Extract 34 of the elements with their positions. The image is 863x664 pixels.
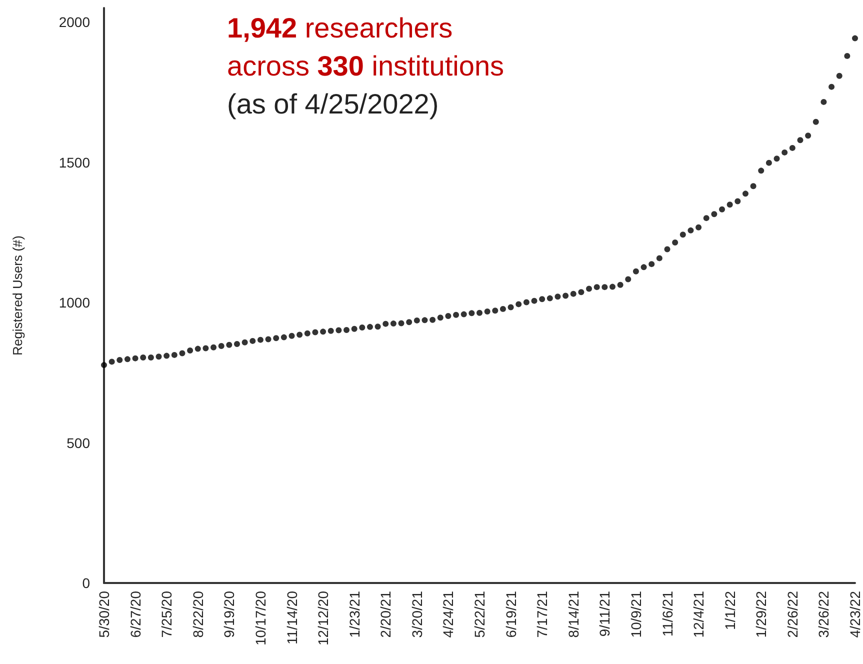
x-tick-label: 2/20/21 <box>378 590 394 638</box>
x-tick-label: 10/17/20 <box>252 590 268 646</box>
annotation: across 330 institutions <box>227 50 504 82</box>
x-tick-label: 4/23/22 <box>847 590 863 638</box>
x-tick-label: 1/1/22 <box>722 590 738 630</box>
annotation: 1,942 researchers <box>227 12 453 44</box>
annotation: (as of 4/25/2022) <box>227 88 439 120</box>
x-tick-label: 8/22/20 <box>190 590 206 638</box>
x-tick-label: 8/14/21 <box>565 590 582 638</box>
x-tick-label: 1/29/22 <box>753 590 770 638</box>
y-tick-label: 0 <box>82 575 90 591</box>
x-tick-label: 9/11/21 <box>596 590 613 637</box>
x-tick-label: 6/27/20 <box>127 590 144 638</box>
x-tick-label: 7/17/21 <box>534 590 550 638</box>
x-tick-label: 5/30/20 <box>96 590 112 638</box>
x-tick-label: 6/19/21 <box>502 590 519 638</box>
x-tick-label: 12/4/21 <box>690 590 707 638</box>
x-tick-label: 11/14/20 <box>284 590 300 644</box>
x-tick-label: 1/23/21 <box>346 590 362 638</box>
x-tick-label: 9/19/20 <box>221 590 238 638</box>
x-tick-label: 7/25/20 <box>158 590 175 638</box>
x-tick-label: 12/12/20 <box>315 590 332 646</box>
x-tick-label: 2/26/22 <box>784 590 800 638</box>
x-tick-label: 3/26/22 <box>816 590 832 638</box>
y-axis-title: Registered Users (#) <box>10 236 25 356</box>
x-tick-label: 3/20/21 <box>408 590 425 638</box>
y-tick-label: 1500 <box>58 154 90 170</box>
y-tick-label: 500 <box>66 434 90 451</box>
y-tick-label: 1000 <box>58 294 90 311</box>
y-tick-label: 2000 <box>58 14 90 30</box>
x-tick-label: 10/9/21 <box>628 590 644 638</box>
x-tick-label: 11/6/21 <box>659 590 676 637</box>
x-tick-label: 5/22/21 <box>472 590 488 638</box>
x-tick-label: 4/24/21 <box>440 590 456 638</box>
